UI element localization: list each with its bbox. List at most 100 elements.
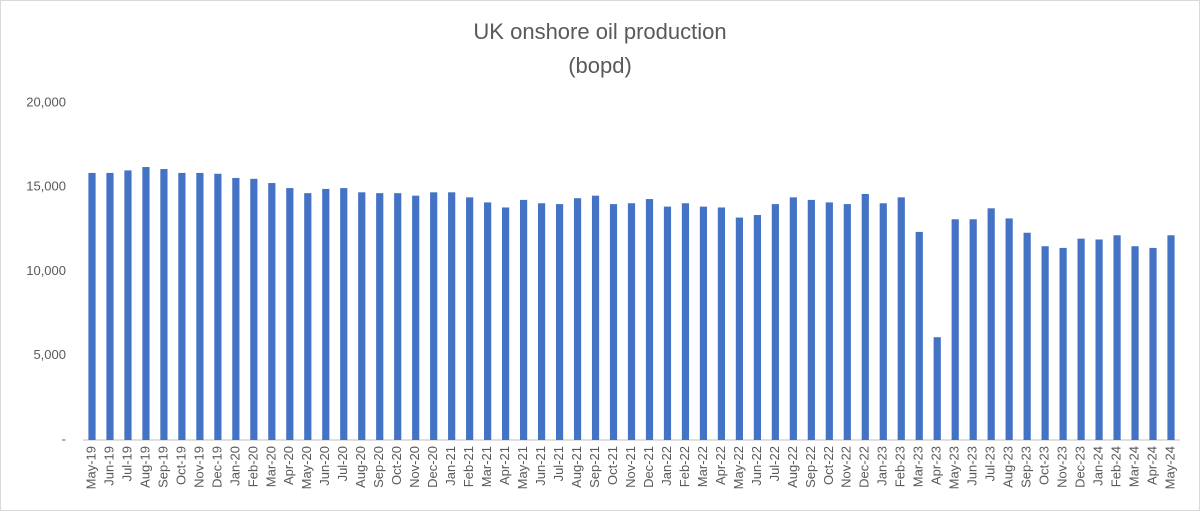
x-tick-label: Oct-22 xyxy=(821,446,836,485)
chart-title: UK onshore oil production xyxy=(473,19,726,44)
bar xyxy=(322,188,330,440)
bar xyxy=(142,167,150,440)
bar xyxy=(825,202,833,440)
bar xyxy=(645,199,654,440)
bar xyxy=(969,219,977,440)
y-tick-label: 15,000 xyxy=(26,179,66,194)
x-tick-label: Jun-23 xyxy=(965,446,980,486)
x-tick-label: May-23 xyxy=(947,446,962,489)
bar xyxy=(1005,218,1013,440)
x-tick-label: Mar-20 xyxy=(263,446,278,487)
bar xyxy=(268,183,276,440)
x-tick-label: Dec-23 xyxy=(1073,446,1088,488)
bar xyxy=(1041,246,1049,440)
bar xyxy=(1059,247,1067,440)
bar xyxy=(1077,238,1085,440)
x-tick-label: Apr-23 xyxy=(929,446,944,485)
bar xyxy=(178,172,186,441)
x-tick-label: Jul-22 xyxy=(767,446,782,481)
bar xyxy=(232,177,240,441)
x-tick-label: Aug-19 xyxy=(137,446,152,488)
x-tick-label: Aug-22 xyxy=(785,446,800,488)
x-tick-label: Jul-23 xyxy=(983,446,998,481)
bar xyxy=(843,204,851,440)
bar xyxy=(1113,235,1121,440)
bar xyxy=(88,172,96,441)
x-tick-label: Mar-24 xyxy=(1126,446,1141,487)
bar xyxy=(987,208,995,440)
x-tick-label: Dec-20 xyxy=(425,446,440,488)
bar xyxy=(627,203,636,440)
x-tick-label: May-20 xyxy=(299,446,314,489)
y-tick-label: 20,000 xyxy=(26,94,66,109)
bar xyxy=(861,193,869,440)
bar xyxy=(1023,232,1031,440)
bar xyxy=(1167,235,1175,440)
bar xyxy=(358,192,366,440)
bar xyxy=(573,198,582,440)
bar xyxy=(430,192,438,440)
bar xyxy=(340,188,348,440)
bar xyxy=(466,197,474,440)
bar xyxy=(124,170,132,440)
x-tick-label: Oct-19 xyxy=(173,446,188,485)
bar xyxy=(735,217,743,440)
x-tick-label: Jun-21 xyxy=(533,446,548,486)
bar xyxy=(502,207,510,440)
x-tick-label: Feb-24 xyxy=(1108,446,1123,487)
x-tick-label: Sep-20 xyxy=(371,446,386,488)
x-tick-label: Apr-24 xyxy=(1144,446,1159,485)
bar xyxy=(304,193,312,440)
bar xyxy=(412,195,420,440)
bar xyxy=(807,199,815,440)
chart-subtitle: (bopd) xyxy=(568,53,632,78)
bar xyxy=(448,192,456,440)
x-tick-label: Jan-21 xyxy=(443,446,458,486)
bar xyxy=(537,203,546,440)
bar xyxy=(555,204,564,440)
bar xyxy=(484,202,492,440)
bar xyxy=(879,203,887,440)
bar xyxy=(196,172,204,441)
x-tick-label: Aug-23 xyxy=(1001,446,1016,488)
x-tick-label: May-19 xyxy=(83,446,98,489)
x-tick-label: Jun-22 xyxy=(749,446,764,486)
x-tick-label: Nov-23 xyxy=(1055,446,1070,488)
y-tick-label: 10,000 xyxy=(26,263,66,278)
x-tick-label: Feb-23 xyxy=(893,446,908,487)
x-tick-label: Oct-23 xyxy=(1037,446,1052,485)
bar xyxy=(591,195,600,440)
y-tick-label: - xyxy=(62,431,66,446)
bar xyxy=(933,337,941,440)
x-tick-label: Mar-22 xyxy=(695,446,710,487)
x-tick-label: May-21 xyxy=(515,446,530,489)
bar xyxy=(753,215,761,440)
x-tick-label: Dec-22 xyxy=(857,446,872,488)
bar xyxy=(1149,247,1157,440)
x-tick-label: Dec-21 xyxy=(641,446,656,488)
x-tick-label: Jan-20 xyxy=(227,446,242,486)
x-tick-label: Sep-23 xyxy=(1019,446,1034,488)
x-tick-label: Apr-22 xyxy=(713,446,728,485)
x-tick-label: Apr-21 xyxy=(497,446,512,485)
x-tick-label: Jul-21 xyxy=(551,446,566,481)
x-tick-label: Apr-20 xyxy=(281,446,296,485)
x-tick-label: Jan-23 xyxy=(875,446,890,486)
x-tick-label: Nov-22 xyxy=(839,446,854,488)
bar xyxy=(771,204,779,440)
x-tick-label: Feb-20 xyxy=(245,446,260,487)
x-tick-label: May-24 xyxy=(1162,446,1177,489)
bar xyxy=(699,206,708,440)
x-tick-label: Sep-22 xyxy=(803,446,818,488)
bar xyxy=(286,188,294,440)
y-tick-label: 5,000 xyxy=(33,347,66,362)
x-tick-label: Nov-21 xyxy=(623,446,638,488)
x-tick-label: Jun-20 xyxy=(317,446,332,486)
bar xyxy=(250,178,258,440)
bar xyxy=(609,204,618,440)
x-tick-label: Oct-21 xyxy=(605,446,620,485)
x-tick-label: Feb-22 xyxy=(677,446,692,487)
x-tick-label: Sep-21 xyxy=(587,446,602,488)
x-tick-label: Jun-19 xyxy=(101,446,116,486)
x-tick-label: Jul-19 xyxy=(119,446,134,481)
